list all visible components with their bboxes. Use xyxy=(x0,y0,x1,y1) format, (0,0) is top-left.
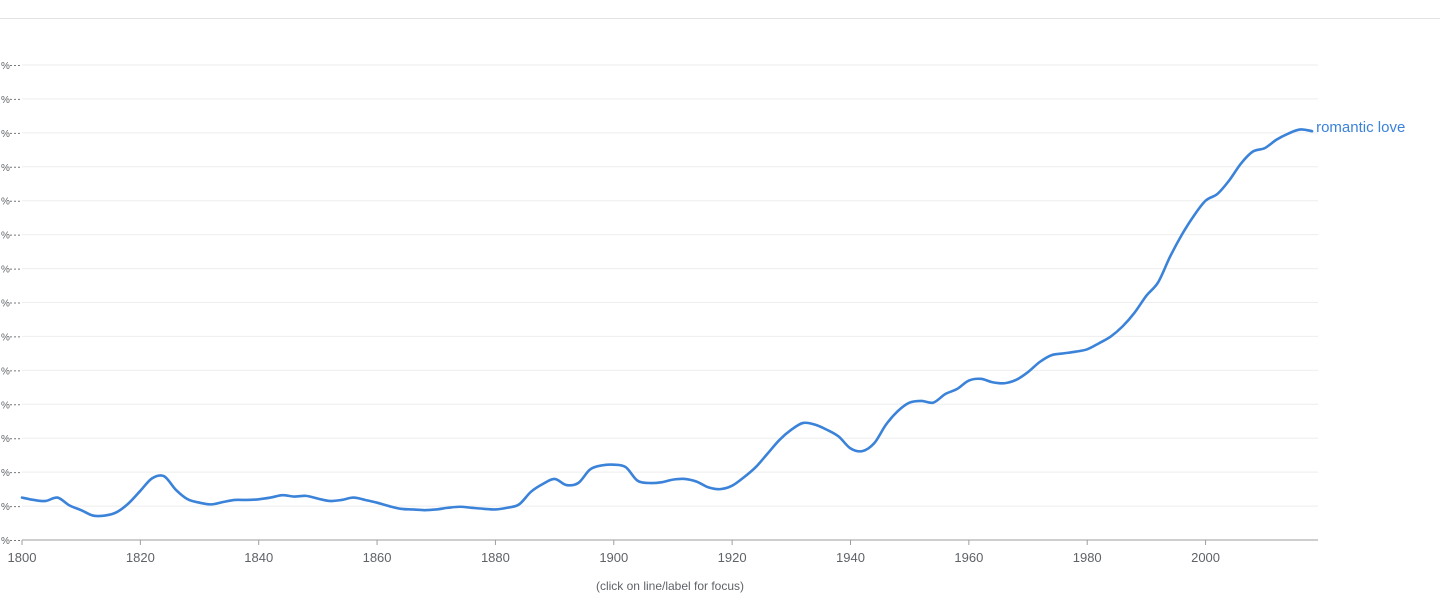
y-tick-label: % xyxy=(1,231,10,242)
y-tick-label: % xyxy=(1,536,10,547)
x-tick-label: 1840 xyxy=(244,550,273,565)
y-tick-label: % xyxy=(1,129,10,140)
series-line-romantic-love[interactable] xyxy=(20,128,1314,518)
y-tick-label: % xyxy=(1,434,10,445)
x-axis: 1800 1820 1840 1860 1880 1900 1920 1940 1960 1980… xyxy=(8,539,1318,565)
x-tick-label: 1880 xyxy=(481,550,510,565)
y-tick-label: % xyxy=(1,400,10,411)
y-tick-label: % xyxy=(1,163,10,174)
x-tick-label: 1980 xyxy=(1073,550,1102,565)
y-tick-label: % xyxy=(1,366,10,377)
x-tick-label: 1940 xyxy=(836,550,865,565)
series-label-romantic-love[interactable]: romantic love xyxy=(1316,119,1405,136)
x-tick-label: 1860 xyxy=(363,550,392,565)
x-tick-label: 2000 xyxy=(1191,550,1220,565)
y-tick-label: % xyxy=(1,61,10,72)
x-tick-label: 1820 xyxy=(126,550,155,565)
x-tick-label: 1920 xyxy=(718,550,747,565)
y-axis: %%%%%%%%%%%%%%% xyxy=(1,61,20,547)
y-tick-label: % xyxy=(1,468,10,479)
y-tick-label: % xyxy=(1,299,10,310)
top-divider xyxy=(0,18,1440,19)
x-tick-label: 1900 xyxy=(599,550,628,565)
x-tick-label: 1800 xyxy=(8,550,37,565)
focus-hint-caption: (click on line/label for focus) xyxy=(595,579,745,593)
y-tick-label: % xyxy=(1,332,10,343)
y-tick-label: % xyxy=(1,197,10,208)
y-tick-label: % xyxy=(1,265,10,276)
y-tick-label: % xyxy=(1,95,10,106)
series-layer[interactable]: romantic love xyxy=(20,119,1405,518)
y-tick-label: % xyxy=(1,502,10,513)
x-tick-label: 1960 xyxy=(954,550,983,565)
grid xyxy=(22,64,1318,507)
